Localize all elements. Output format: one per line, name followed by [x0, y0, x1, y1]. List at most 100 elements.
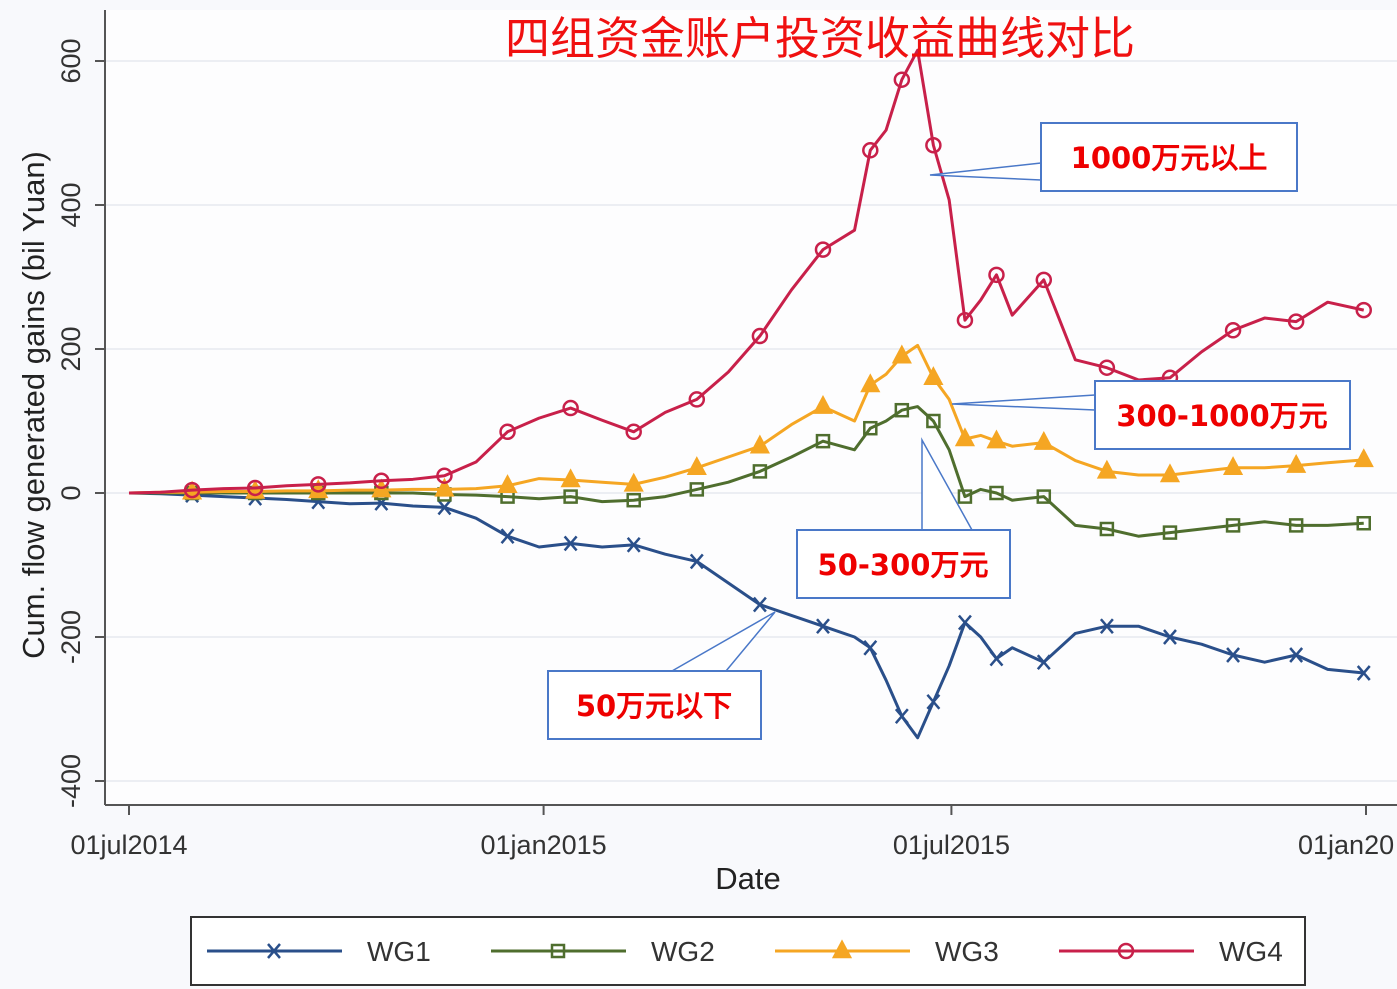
wg1-point [1099, 618, 1114, 635]
y-tick-label: 200 [56, 326, 86, 371]
wg3-point [986, 429, 1007, 449]
wg2-point [894, 402, 910, 418]
annotation-label: 50-300万元 [818, 548, 989, 582]
annotation-wg3: 300-1000万元 [951, 380, 1351, 450]
wg1-point [863, 639, 878, 656]
wg4-point [814, 241, 832, 258]
annotation-pointer [671, 611, 776, 672]
wg1-point [989, 650, 1004, 667]
wg1-point [894, 708, 909, 725]
wg3-point [1033, 430, 1054, 450]
wg4-point [1355, 301, 1372, 319]
wg1-point [1163, 629, 1177, 645]
wg4-point [373, 472, 390, 490]
wg1-point [626, 537, 641, 553]
wg4-point [1098, 359, 1116, 376]
y-tick-label: 0 [56, 485, 86, 500]
wg2-point [1225, 518, 1241, 533]
series-wg2 [129, 402, 1371, 540]
wg2-point [1356, 515, 1371, 531]
wg3-point [1286, 453, 1307, 473]
annotation-wg4: 1000万元以上 [929, 122, 1298, 192]
chart-title: 四组资金账户投资收益曲线对比 [505, 12, 1135, 65]
annotation-wg1: 50万元以下 [547, 611, 776, 740]
y-tick-label: 600 [56, 38, 86, 83]
wg2-point [1099, 521, 1115, 537]
wg3-point [623, 472, 644, 492]
wg4-point [1224, 322, 1242, 339]
wg3-point [686, 456, 707, 476]
triangle-marker-icon [831, 939, 853, 959]
wg4-point [246, 479, 264, 497]
wg1-point [563, 535, 578, 552]
wg2-point [1036, 489, 1052, 504]
annotation-label: 1000万元以上 [1071, 141, 1268, 175]
wg4-point [751, 327, 769, 345]
y-tick-label: 400 [56, 182, 86, 227]
wg2-point [752, 464, 768, 479]
wg1-point [1289, 647, 1304, 663]
square-marker-icon [550, 943, 566, 959]
wg4-point [436, 467, 453, 484]
y-axis-title: Cum. flow generated gains (bil Yuan) [16, 151, 51, 659]
annotation-pointer [921, 437, 973, 531]
legend-label: WG3 [935, 936, 999, 967]
wg4-point [1035, 271, 1053, 289]
x-tick-label: 01jan2015 [481, 830, 607, 860]
legend-item-wg3: WG3 [775, 936, 999, 967]
series-layer [128, 48, 1374, 740]
legend-label: WG4 [1219, 936, 1283, 967]
annotation-label: 50万元以下 [576, 689, 732, 723]
wg3-point [1353, 448, 1374, 468]
annotation-wg2: 50-300万元 [796, 437, 1011, 599]
wg4-point [1287, 313, 1305, 330]
wg2-line [129, 405, 1364, 538]
wg2-point [626, 492, 641, 508]
wg3-point [749, 434, 770, 454]
y-tick-label: -400 [56, 754, 86, 808]
annotation-box [1040, 122, 1298, 192]
wg3-point [1222, 456, 1244, 476]
x-marker-icon [267, 943, 281, 959]
wg1-point [689, 553, 704, 570]
wg4-point [862, 142, 879, 159]
wg3-point [1159, 463, 1181, 483]
wg4-point [893, 71, 911, 88]
wg3-point [954, 427, 976, 447]
wg4-point [310, 476, 327, 493]
series-wg3 [128, 343, 1374, 500]
y-tick-label: -200 [56, 610, 86, 664]
legend-label: WG2 [651, 936, 715, 967]
wg1-point [1356, 665, 1371, 681]
wg3-point [560, 468, 581, 488]
legend-label: WG1 [367, 936, 431, 967]
wg4-point [988, 266, 1005, 284]
wg1-point [437, 499, 452, 516]
wg3-point [891, 344, 912, 364]
legend-item-wg2: WG2 [491, 936, 715, 967]
wg4-point [688, 391, 706, 408]
annotation-box [1094, 380, 1351, 450]
wg3-point [860, 373, 881, 393]
series-wg4 [128, 48, 1372, 499]
wg2-point [957, 489, 973, 504]
x-tick-label: 01jan20 [1298, 830, 1394, 860]
annotation-pointer [951, 394, 1096, 411]
wg2-point [989, 485, 1004, 501]
y-axis-ticks: 600 400 200 0 -200 -400 [56, 38, 105, 808]
legend-item-wg1: WG1 [207, 936, 431, 967]
wg1-point [500, 528, 515, 545]
annotation-pointer [929, 162, 1042, 181]
wg3-point [923, 366, 944, 386]
wg3-point [812, 394, 834, 414]
wg1-point [926, 693, 941, 710]
wg4-point [625, 423, 642, 441]
wg2-point [1288, 518, 1304, 533]
wg3-point [1096, 459, 1117, 479]
wg4-line [128, 48, 1365, 495]
x-axis-title: Date [715, 861, 780, 896]
wg4-point [925, 136, 942, 154]
x-tick-label: 01jul2015 [893, 830, 1010, 860]
